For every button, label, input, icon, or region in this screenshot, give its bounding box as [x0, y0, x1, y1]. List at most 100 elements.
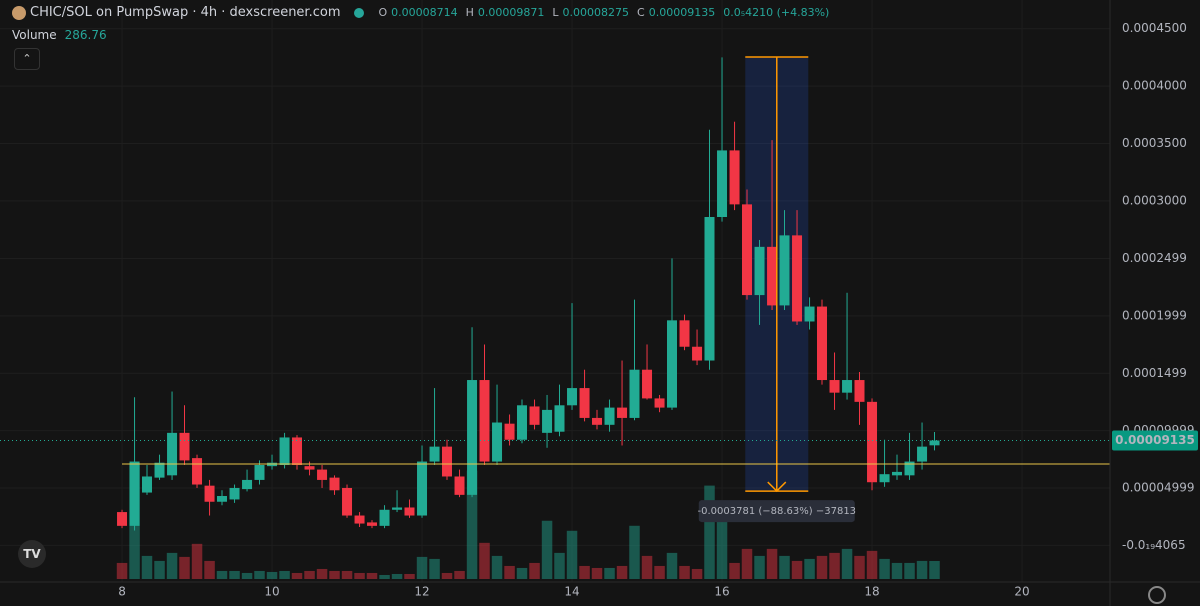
- volume-bar: [266, 571, 278, 579]
- settings-button[interactable]: [1148, 586, 1166, 604]
- volume-bar: [716, 520, 728, 579]
- candle-body: [254, 465, 265, 480]
- volume-bar: [804, 558, 815, 579]
- candle-body: [604, 407, 615, 425]
- volume-bar: [329, 570, 340, 579]
- volume-bar: [291, 572, 303, 579]
- candle-body: [154, 462, 165, 478]
- volume-bar: [204, 560, 215, 579]
- volume-bar: [216, 570, 228, 579]
- candle-body: [854, 380, 865, 402]
- volume-bar: [729, 562, 740, 579]
- candle-body: [192, 458, 203, 485]
- candle-body: [892, 471, 902, 476]
- volume-bar: [191, 543, 203, 579]
- candle-body: [292, 437, 302, 466]
- candle-body: [817, 306, 827, 381]
- candle-body: [754, 246, 765, 296]
- candle-body: [392, 507, 403, 510]
- candle-body: [167, 432, 178, 476]
- y-tick-label: 0.00004999: [1122, 480, 1195, 494]
- candle-body: [467, 380, 478, 495]
- volume-bar: [166, 552, 178, 579]
- low-label: L: [552, 6, 559, 19]
- candle-body: [492, 422, 503, 462]
- y-tick-label: 0.0002499: [1122, 251, 1187, 265]
- volume-bar: [229, 570, 240, 579]
- volume-bar: [741, 548, 753, 579]
- volume-bar: [891, 562, 903, 579]
- volume-bar: [441, 572, 453, 579]
- candle-body: [404, 507, 415, 516]
- candle-body: [654, 398, 665, 408]
- volume-bar: [866, 550, 878, 579]
- volume-bar: [541, 520, 553, 579]
- candle-body: [204, 485, 215, 502]
- x-tick-label: 10: [264, 585, 279, 599]
- candle-body: [904, 461, 915, 476]
- volume-bar: [641, 555, 653, 579]
- candle-body: [229, 487, 240, 500]
- candle-body: [367, 522, 377, 526]
- volume-bar: [579, 565, 590, 579]
- candle-body: [517, 405, 527, 440]
- candle-body: [354, 515, 365, 524]
- volume-bar: [379, 574, 390, 579]
- candle-body: [667, 320, 677, 408]
- candle-body: [692, 346, 703, 361]
- volume-bar: [879, 558, 890, 579]
- y-tick-label: 0.0004000: [1122, 79, 1187, 93]
- price-tag: [1112, 430, 1198, 451]
- volume-bar: [466, 470, 478, 579]
- volume-bar: [304, 570, 315, 579]
- volume-bar: [929, 560, 940, 579]
- y-tick-label: 0.0003500: [1122, 136, 1187, 150]
- x-tick-label: 14: [564, 585, 579, 599]
- candle-body: [592, 417, 602, 425]
- volume-bar: [679, 565, 690, 579]
- high-label: H: [465, 6, 474, 19]
- candle-body: [217, 496, 227, 502]
- candle-body: [504, 423, 515, 440]
- candle-body: [642, 369, 653, 399]
- y-tick-label: 0.0004500: [1122, 21, 1187, 35]
- volume-bar: [354, 572, 365, 579]
- volume-legend: Volume 286.76: [12, 28, 107, 42]
- candle-body: [804, 306, 815, 322]
- candle-body: [142, 476, 152, 493]
- volume-bar: [529, 562, 540, 579]
- candle-body: [529, 406, 540, 425]
- volume-bar: [279, 570, 290, 579]
- candle-body: [779, 235, 790, 306]
- candle-body: [442, 446, 452, 477]
- candle-body: [567, 388, 578, 406]
- header: CHIC/SOL on PumpSwap · 4h · dexscreener.…: [12, 5, 829, 20]
- y-tick-label: 0.0001499: [1122, 366, 1187, 380]
- candle-body: [867, 401, 878, 483]
- volume-bar: [591, 567, 603, 579]
- candle-body: [429, 446, 440, 462]
- candle-body: [704, 217, 715, 361]
- x-tick-label: 12: [414, 585, 429, 599]
- volume-bar: [779, 555, 790, 579]
- x-tick-label: 18: [864, 585, 879, 599]
- volume-bar: [366, 572, 378, 579]
- volume-bar: [604, 567, 615, 579]
- collapse-button[interactable]: ⌃: [14, 48, 40, 70]
- change: 0.0₅4210 (+4.83%): [723, 6, 830, 19]
- candle-body: [742, 204, 752, 296]
- x-tick-label: 8: [118, 585, 126, 599]
- volume-bar: [429, 558, 440, 579]
- candle-body: [617, 407, 628, 418]
- candle-body: [317, 469, 328, 480]
- candle-body: [717, 150, 728, 218]
- chart-title: CHIC/SOL on PumpSwap · 4h · dexscreener.…: [30, 5, 341, 20]
- price-tag-label: 0.00009135: [1115, 433, 1195, 447]
- volume-label: Volume: [12, 28, 57, 42]
- volume-value: 286.76: [64, 28, 107, 42]
- candle-body: [579, 388, 590, 418]
- candle-body: [929, 440, 940, 446]
- candle-body: [379, 509, 390, 526]
- candle-body: [679, 320, 690, 347]
- volume-bar: [254, 570, 265, 579]
